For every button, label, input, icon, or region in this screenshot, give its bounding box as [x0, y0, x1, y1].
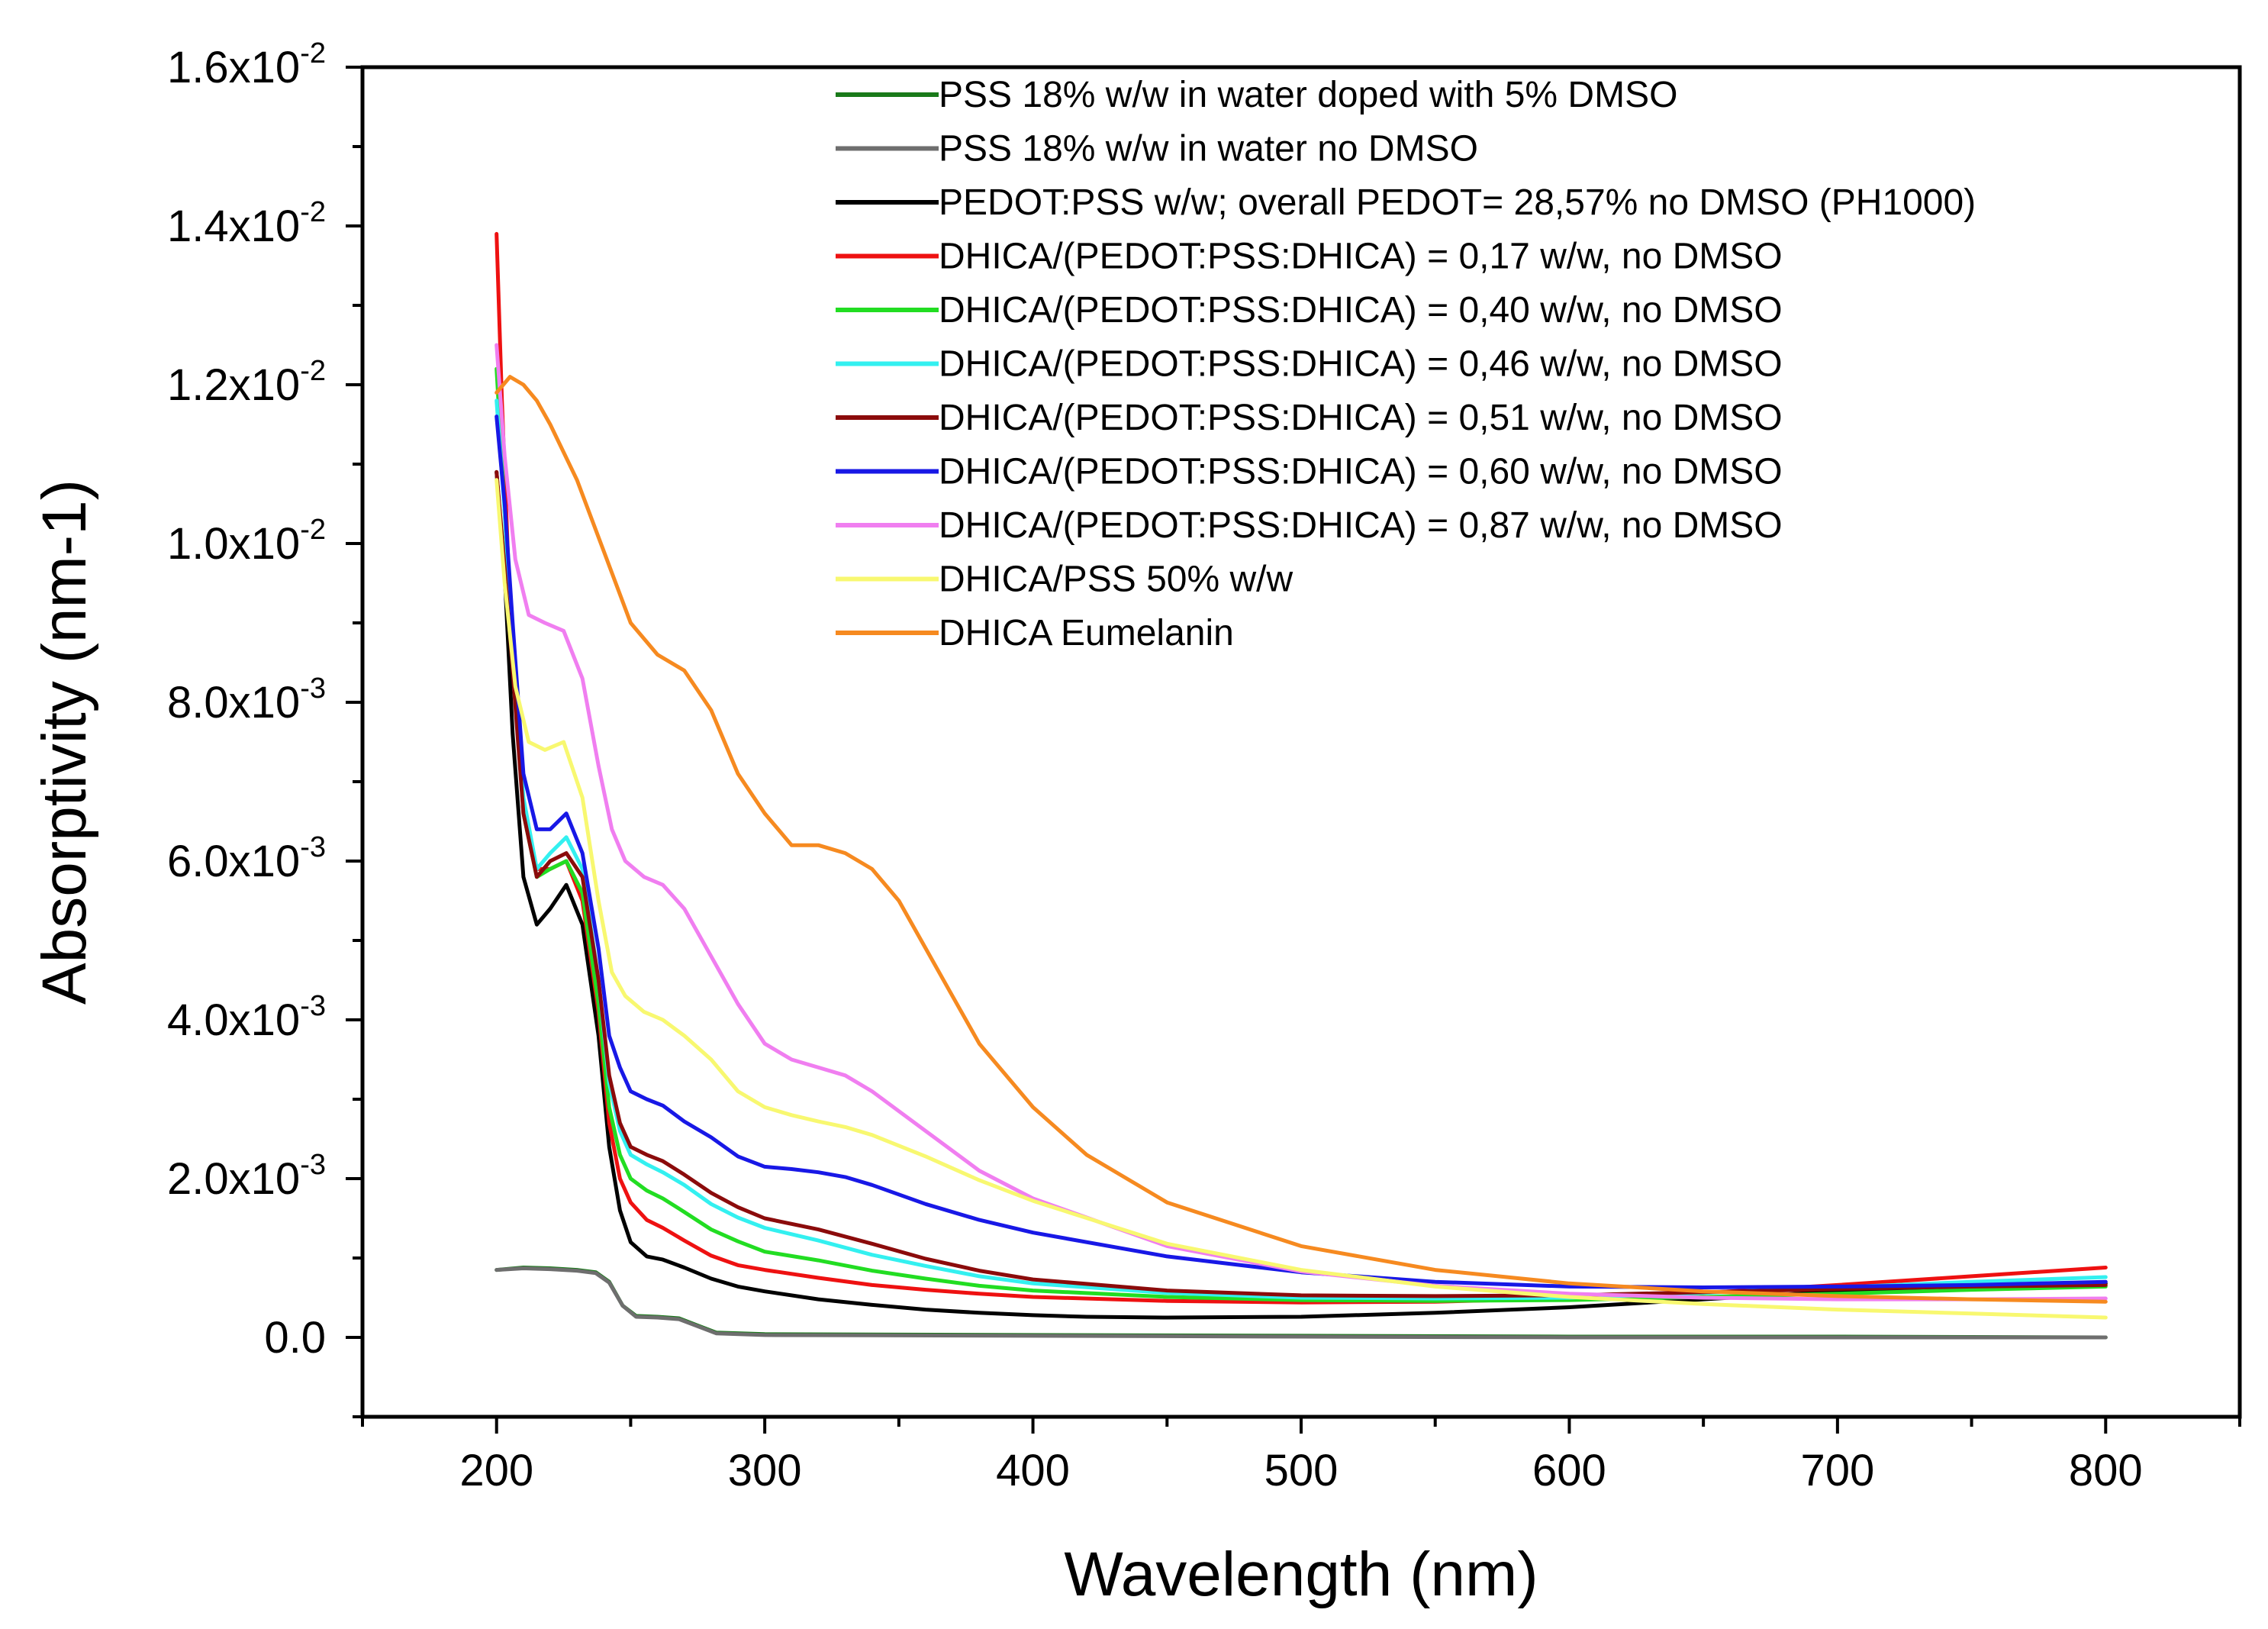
legend-label: DHICA/(PEDOT:PSS:DHICA) = 0,87 w/w, no D…	[939, 505, 1783, 546]
x-axis-title: Wavelength (nm)	[1064, 1540, 1538, 1609]
legend-label: DHICA/(PEDOT:PSS:DHICA) = 0,60 w/w, no D…	[939, 452, 1783, 492]
y-axis-title: Absorptivity (nm-1)	[30, 479, 99, 1005]
series-line-6	[495, 398, 2108, 1301]
legend-label: DHICA/(PEDOT:PSS:DHICA) = 0,17 w/w, no D…	[939, 237, 1783, 277]
y-tick-label: 0.0	[264, 1313, 326, 1363]
legend-label: DHICA Eumelanin	[939, 613, 1234, 653]
y-tick-label: 6.0x10-3	[167, 831, 326, 886]
legend-label: PSS 18% w/w in water doped with 5% DMSO	[939, 75, 1677, 115]
series-line-5	[495, 366, 2108, 1303]
y-tick-label: 1.2x10-2	[167, 355, 326, 410]
legend-label: DHICA/(PEDOT:PSS:DHICA) = 0,46 w/w, no D…	[939, 344, 1783, 385]
y-tick-label: 1.6x10-2	[167, 37, 326, 92]
legend-label: DHICA/(PEDOT:PSS:DHICA) = 0,40 w/w, no D…	[939, 290, 1783, 331]
series-line-7	[495, 469, 2108, 1298]
y-tick-label: 2.0x10-3	[167, 1149, 326, 1204]
y-tick-label: 1.4x10-2	[167, 196, 326, 251]
series-line-2	[495, 1266, 2108, 1340]
legend: PSS 18% w/w in water doped with 5% DMSO P…	[836, 75, 1976, 653]
series-line-10	[495, 478, 2108, 1320]
x-tick-label: 400	[996, 1446, 1070, 1495]
y-tick-label: 1.0x10-2	[167, 514, 326, 569]
ticks-layer: 200 300 400 500 600 700 800 0.0 2.0x10-3 4.0x10-3…	[167, 37, 2241, 1495]
x-tick-label: 700	[1800, 1446, 1874, 1495]
series-layer	[495, 231, 2108, 1340]
legend-label: DHICA/(PEDOT:PSS:DHICA) = 0,51 w/w, no D…	[939, 398, 1783, 438]
x-tick-label: 800	[2069, 1446, 2143, 1495]
legend-label: PEDOT:PSS w/w; overall PEDOT= 28,57% no …	[939, 182, 1976, 223]
x-tick-label: 200	[459, 1446, 533, 1495]
x-tick-label: 600	[1532, 1446, 1606, 1495]
legend-label: PSS 18% w/w in water no DMSO	[939, 129, 1478, 169]
x-tick-label: 300	[728, 1446, 802, 1495]
series-line-3	[495, 469, 2108, 1320]
y-tick-label: 4.0x10-3	[167, 990, 326, 1045]
x-tick-label: 500	[1264, 1446, 1339, 1495]
series-line-11	[495, 375, 2108, 1304]
series-line-8	[495, 415, 2108, 1289]
y-tick-label: 8.0x10-3	[167, 673, 326, 727]
legend-label: DHICA/PSS 50% w/w	[939, 560, 1293, 600]
series-line-4	[495, 231, 2108, 1305]
